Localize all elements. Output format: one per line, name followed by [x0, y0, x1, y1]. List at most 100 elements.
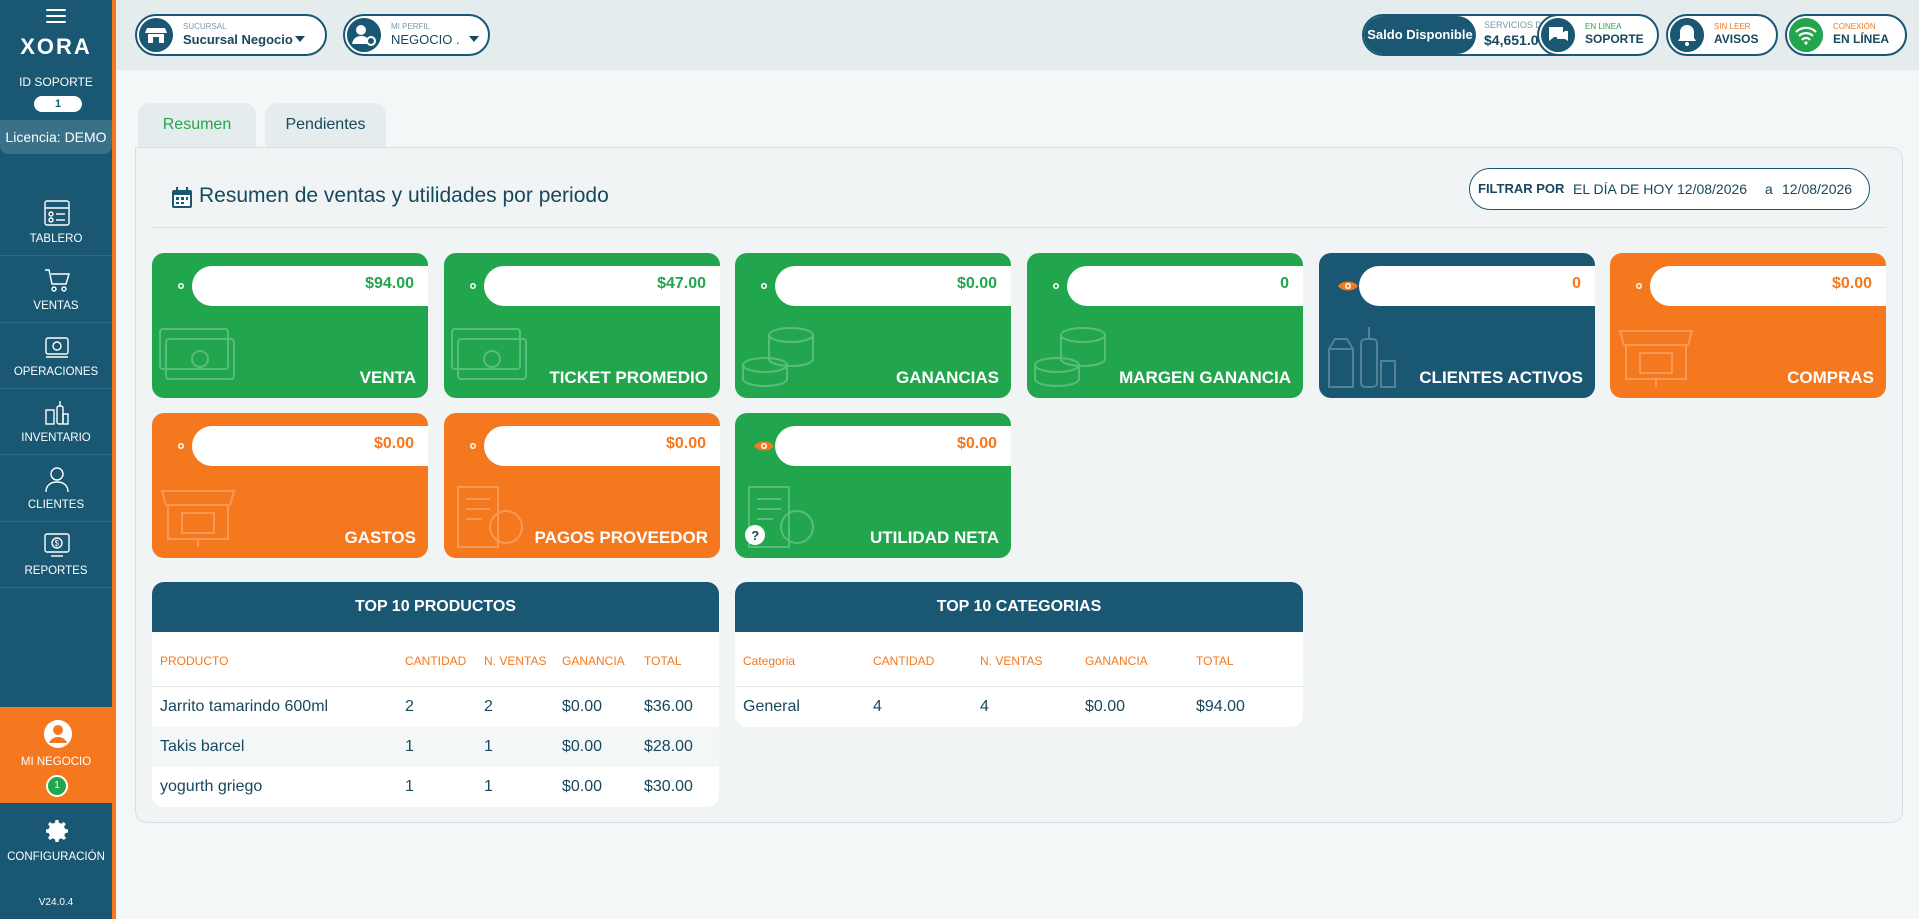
tab-resumen[interactable]: Resumen: [138, 103, 256, 147]
card-value: 0: [1280, 275, 1289, 292]
top-bar: SUCURSAL Sucursal Negocio MI PERFIL NEGO…: [116, 0, 1919, 70]
cell: $94.00: [1196, 698, 1245, 715]
cell: yogurth griego: [160, 778, 263, 795]
support-id-value: 1: [34, 96, 82, 112]
card-value: $0.00: [956, 435, 997, 452]
connection-status: CONEXIÓN EN LÍNEA: [1785, 14, 1907, 56]
svg-text:?: ?: [751, 528, 759, 543]
table-header: PRODUCTO CANTIDAD N. VENTAS GANANCIA TOT…: [152, 632, 719, 687]
cell: $0.00: [1085, 698, 1126, 715]
card-pagos-proveedor[interactable]: $0.00 PAGOS PROVEEDOR: [444, 413, 720, 558]
branch-label: SUCURSAL: [183, 22, 227, 31]
support-id-label: ID SOPORTE: [19, 75, 93, 89]
sidebar-item-tablero[interactable]: TABLERO: [0, 190, 112, 256]
eye-icon[interactable]: [753, 439, 775, 453]
column-header: N. VENTAS: [980, 654, 1043, 668]
support-label: SOPORTE: [1585, 32, 1644, 46]
eye-icon[interactable]: [1628, 279, 1650, 293]
sidebar-item-ventas[interactable]: VENTAS: [0, 257, 112, 323]
menu-icon[interactable]: [46, 9, 66, 27]
column-header: GANANCIA: [562, 654, 625, 668]
receipt-icon: [457, 486, 523, 548]
my-business-label: MI NEGOCIO: [20, 756, 92, 768]
sidebar-item-reportes[interactable]: $ REPORTES: [0, 522, 112, 588]
card-label: PAGOS PROVEEDOR: [534, 528, 709, 547]
top-products-table: TOP 10 PRODUCTOS PRODUCTO CANTIDAD N. VE…: [152, 582, 719, 807]
table-row[interactable]: Takis barcel 1 1 $0.00 $28.00: [152, 727, 719, 767]
profile-value: NEGOCIO .: [391, 32, 460, 47]
eye-icon[interactable]: [753, 279, 775, 293]
table-title: TOP 10 CATEGORIAS: [735, 582, 1303, 632]
money-icon: [159, 328, 235, 380]
card-value-bar: [192, 266, 428, 306]
cell: $0.00: [562, 738, 603, 755]
date-to-field[interactable]: 12/08/2026: [1782, 181, 1853, 197]
cell: Takis barcel: [160, 738, 245, 755]
cell: 2: [405, 698, 414, 715]
eye-icon[interactable]: [1337, 279, 1359, 293]
card-value: $0.00: [373, 435, 414, 452]
settings-button[interactable]: CONFIGURACIÓN: [0, 803, 112, 875]
store-icon: [139, 18, 173, 52]
card-gastos[interactable]: $0.00 GASTOS: [152, 413, 428, 558]
notices-button[interactable]: SIN LEER AVISOS: [1666, 14, 1778, 56]
eye-icon[interactable]: [462, 439, 484, 453]
column-header: TOTAL: [1196, 654, 1234, 668]
card-ticket-promedio[interactable]: $47.00 TICKET PROMEDIO: [444, 253, 720, 398]
sidebar-item-operaciones[interactable]: OPERACIONES: [0, 323, 112, 389]
card-venta[interactable]: $94.00 VENTA: [152, 253, 428, 398]
gear-icon: [46, 820, 68, 842]
card-utilidad-neta[interactable]: $0.00 ? UTILIDAD NETA: [735, 413, 1011, 558]
sidebar-item-clientes[interactable]: CLIENTES: [0, 456, 112, 522]
profile-selector[interactable]: MI PERFIL NEGOCIO .: [343, 14, 490, 56]
table-row[interactable]: yogurth griego 1 1 $0.00 $30.00: [152, 767, 719, 807]
sidebar-item-label: OPERACIONES: [13, 366, 99, 378]
cell: General: [743, 698, 800, 715]
sidebar-item-label: TABLERO: [29, 233, 83, 245]
cell: $0.00: [562, 698, 603, 715]
filter-period[interactable]: EL DÍA DE HOY: [1573, 181, 1674, 197]
coins-icon: [1034, 327, 1106, 388]
eye-icon[interactable]: [1045, 279, 1067, 293]
card-clientes-activos[interactable]: 0 CLIENTES ACTIVOS: [1319, 253, 1595, 398]
connection-label: CONEXIÓN: [1833, 22, 1876, 31]
card-value: $0.00: [956, 275, 997, 292]
card-value-bar: [775, 426, 1011, 466]
eye-icon[interactable]: [462, 279, 484, 293]
card-label: TICKET PROMEDIO: [549, 368, 708, 387]
card-margen-ganancia[interactable]: 0 MARGEN GANANCIA: [1027, 253, 1303, 398]
branch-value: Sucursal Negocio: [183, 32, 293, 47]
sidebar-item-label: CLIENTES: [27, 499, 85, 511]
card-compras[interactable]: $0.00 COMPRAS: [1610, 253, 1886, 398]
operations-icon: [45, 337, 69, 358]
eye-icon[interactable]: [170, 439, 192, 453]
card-ganancias[interactable]: $0.00 GANANCIAS: [735, 253, 1011, 398]
support-button[interactable]: EN LINEA SOPORTE: [1537, 14, 1659, 56]
balance-label: Saldo Disponible: [1364, 16, 1476, 54]
store-icon: [1618, 330, 1694, 387]
card-label: GASTOS: [344, 528, 416, 547]
user-icon: [44, 720, 72, 748]
calendar-icon: [172, 187, 192, 208]
date-from-field[interactable]: 12/08/2026: [1677, 181, 1748, 197]
card-value: $0.00: [1831, 275, 1872, 292]
cell: 1: [484, 738, 493, 755]
column-header: Categoria: [743, 654, 796, 668]
table-title: TOP 10 PRODUCTOS: [152, 582, 719, 632]
sidebar: XORA ID SOPORTE 1 Licencia: DEMO TABLERO…: [0, 0, 116, 919]
store-icon: [160, 490, 236, 547]
sidebar-item-inventario[interactable]: INVENTARIO: [0, 389, 112, 455]
notices-status: SIN LEER: [1714, 22, 1751, 31]
table-row[interactable]: General 4 4 $0.00 $94.00: [735, 687, 1303, 727]
branch-selector[interactable]: SUCURSAL Sucursal Negocio: [135, 14, 327, 56]
table-row[interactable]: Jarrito tamarindo 600ml 2 2 $0.00 $36.00: [152, 687, 719, 727]
notification-badge: 1: [46, 775, 68, 797]
sidebar-item-label: REPORTES: [24, 565, 88, 577]
card-value: $0.00: [665, 435, 706, 452]
eye-icon[interactable]: [170, 279, 192, 293]
date-filter[interactable]: FILTRAR POR EL DÍA DE HOY 12/08/2026 a 1…: [1469, 168, 1870, 210]
help-icon[interactable]: ?: [745, 525, 765, 545]
table-header: Categoria CANTIDAD N. VENTAS GANANCIA TO…: [735, 632, 1303, 687]
tab-pendientes[interactable]: Pendientes: [265, 103, 386, 147]
my-business-button[interactable]: MI NEGOCIO 1: [0, 707, 112, 803]
